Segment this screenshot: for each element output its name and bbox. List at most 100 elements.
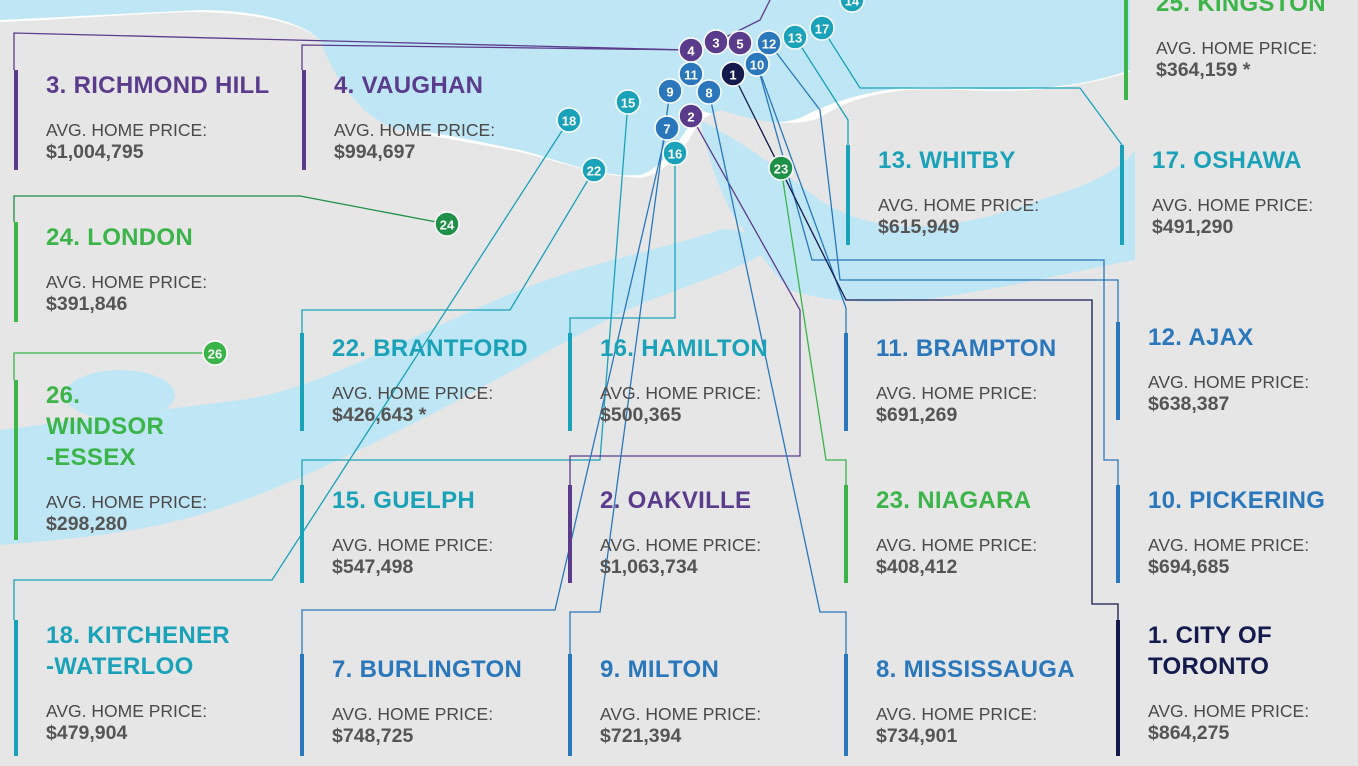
avg-price-label: AVG. HOME PRICE: [600, 535, 762, 555]
avg-price-value: $734,901 [876, 725, 958, 747]
card-content: 25. KINGSTON AVG. HOME PRICE: $364,159 * [1156, 0, 1326, 82]
city-card-oshawa: 17. OSHAWA AVG. HOME PRICE: $491,290 [1120, 145, 1313, 245]
avg-price-label: AVG. HOME PRICE: [46, 701, 208, 721]
pin-number: 3 [712, 36, 719, 51]
card-accent-bar [300, 333, 304, 431]
pin-circle [654, 115, 680, 141]
lake-simcoe [506, 14, 574, 46]
pin-number: 12 [762, 37, 776, 52]
card-accent-bar [14, 70, 18, 170]
card-accent-bar [568, 333, 572, 431]
card-content: 3. RICHMOND HILL AVG. HOME PRICE: $1,004,7… [46, 70, 269, 164]
avg-price-value: $615,949 [878, 216, 960, 238]
avg-price-value: $694,685 [1148, 556, 1230, 578]
pin-circle [696, 79, 722, 105]
city-name-line: 10. PICKERING [1148, 487, 1326, 514]
city-name-line: 22. BRANTFORD [332, 335, 528, 362]
card-content: 7. BURLINGTON AVG. HOME PRICE: $748,725 [332, 654, 522, 748]
leader-line [13, 352, 215, 380]
pin-number: 18 [562, 114, 576, 129]
card-accent-bar [846, 145, 850, 245]
city-card-oakville: 2. OAKVILLE AVG. HOME PRICE: $1,063,734 [568, 485, 761, 583]
map-pin-3: 3 [703, 29, 729, 55]
city-name: 1. CITY OF TORONTO [1148, 620, 1309, 682]
city-name: 12. AJAX [1148, 322, 1309, 353]
city-name: 15. GUELPH [332, 485, 493, 516]
card-content: 4. VAUGHAN AVG. HOME PRICE: $994,697 [334, 70, 495, 164]
city-name-line: -ESSEX [46, 444, 136, 471]
city-name-line: 13. WHITBY [878, 147, 1016, 174]
pin-circle [434, 211, 460, 237]
avg-price-label: AVG. HOME PRICE: [332, 383, 494, 403]
avg-price-label: AVG. HOME PRICE: [46, 120, 208, 140]
city-card-niagara: 23. NIAGARA AVG. HOME PRICE: $408,412 [844, 485, 1037, 583]
city-name-line: 25. KINGSTON [1156, 0, 1326, 17]
avg-price-label: AVG. HOME PRICE: [600, 704, 762, 724]
card-content: 26. WINDSOR -ESSEX AVG. HOME PRICE: $298,280 [46, 380, 207, 536]
city-name: 8. MISSISSAUGA [876, 654, 1075, 685]
card-accent-bar [844, 654, 848, 756]
city-name-line: 26. [46, 382, 81, 409]
city-name: 25. KINGSTON [1156, 0, 1326, 19]
card-accent-bar [1116, 620, 1120, 756]
leader-line [301, 169, 595, 333]
pin-number: 24 [440, 218, 455, 233]
city-name: 22. BRANTFORD [332, 333, 528, 364]
city-name: 18. KITCHENER -WATERLOO [46, 620, 230, 682]
avg-price-value: $638,387 [1148, 393, 1230, 415]
card-accent-bar [14, 380, 18, 540]
card-accent-bar [300, 485, 304, 583]
leader-line [732, 73, 1119, 620]
pin-number: 2 [687, 110, 694, 125]
avg-price-value: $391,846 [46, 293, 128, 315]
city-card-brampton: 11. BRAMPTON AVG. HOME PRICE: $691,269 [844, 333, 1056, 431]
avg-price-label: AVG. HOME PRICE: [332, 535, 494, 555]
avg-price-label: AVG. HOME PRICE: [46, 492, 208, 512]
card-accent-bar [1120, 145, 1124, 245]
city-name: 11. BRAMPTON [876, 333, 1057, 364]
city-name-line: 16. HAMILTON [600, 335, 769, 362]
avg-price-label: AVG. HOME PRICE: [876, 535, 1038, 555]
card-content: 9. MILTON AVG. HOME PRICE: $721,394 [600, 654, 761, 748]
leader-line [301, 44, 692, 70]
pin-circle [556, 107, 582, 133]
map-pin-24: 24 [434, 211, 460, 237]
city-card-burlington: 7. BURLINGTON AVG. HOME PRICE: $748,725 [300, 654, 522, 756]
map-pin-11: 11 [678, 61, 704, 87]
city-name: 17. OSHAWA [1152, 145, 1313, 176]
city-card-kingston: 25. KINGSTON AVG. HOME PRICE: $364,159 * [1124, 0, 1326, 100]
card-accent-bar [302, 70, 306, 170]
city-name: 3. RICHMOND HILL [46, 70, 269, 101]
pin-number: 13 [788, 31, 802, 46]
city-card-richmond-hill: 3. RICHMOND HILL AVG. HOME PRICE: $1,004,7… [14, 70, 269, 170]
map-pin-17: 17 [809, 15, 835, 41]
avg-price-label: AVG. HOME PRICE: [1148, 372, 1310, 392]
city-name: 26. WINDSOR -ESSEX [46, 380, 207, 473]
city-card-london: 24. LONDON AVG. HOME PRICE: $391,846 [14, 222, 207, 322]
leader-line [708, 91, 847, 654]
city-card-guelph: 15. GUELPH AVG. HOME PRICE: $547,498 [300, 485, 493, 583]
city-name: 13. WHITBY [878, 145, 1039, 176]
city-card-brantford: 22. BRANTFORD AVG. HOME PRICE: $426,643 * [300, 333, 528, 431]
card-accent-bar [844, 333, 848, 431]
city-card-hamilton: 16. HAMILTON AVG. HOME PRICE: $500,365 [568, 333, 768, 431]
leader-line [756, 63, 847, 333]
pin-number: 9 [666, 85, 673, 100]
city-name: 24. LONDON [46, 222, 207, 253]
avg-price-value: $408,412 [876, 556, 958, 578]
pin-circle [727, 30, 753, 56]
avg-price-label: AVG. HOME PRICE: [46, 272, 208, 292]
avg-price-label: AVG. HOME PRICE: [332, 704, 494, 724]
pin-circle [657, 78, 683, 104]
city-name-line: 17. OSHAWA [1152, 147, 1302, 174]
city-card-pickering: 10. PICKERING AVG. HOME PRICE: $694,685 [1116, 485, 1325, 583]
card-accent-bar [1124, 0, 1128, 100]
city-name: 2. OAKVILLE [600, 485, 761, 516]
card-content: 16. HAMILTON AVG. HOME PRICE: $500,365 [600, 333, 768, 427]
city-name-line: WINDSOR [46, 413, 165, 440]
card-content: 10. PICKERING AVG. HOME PRICE: $694,685 [1148, 485, 1325, 579]
city-name-line: 2. OAKVILLE [600, 487, 752, 514]
city-name: 7. BURLINGTON [332, 654, 522, 685]
